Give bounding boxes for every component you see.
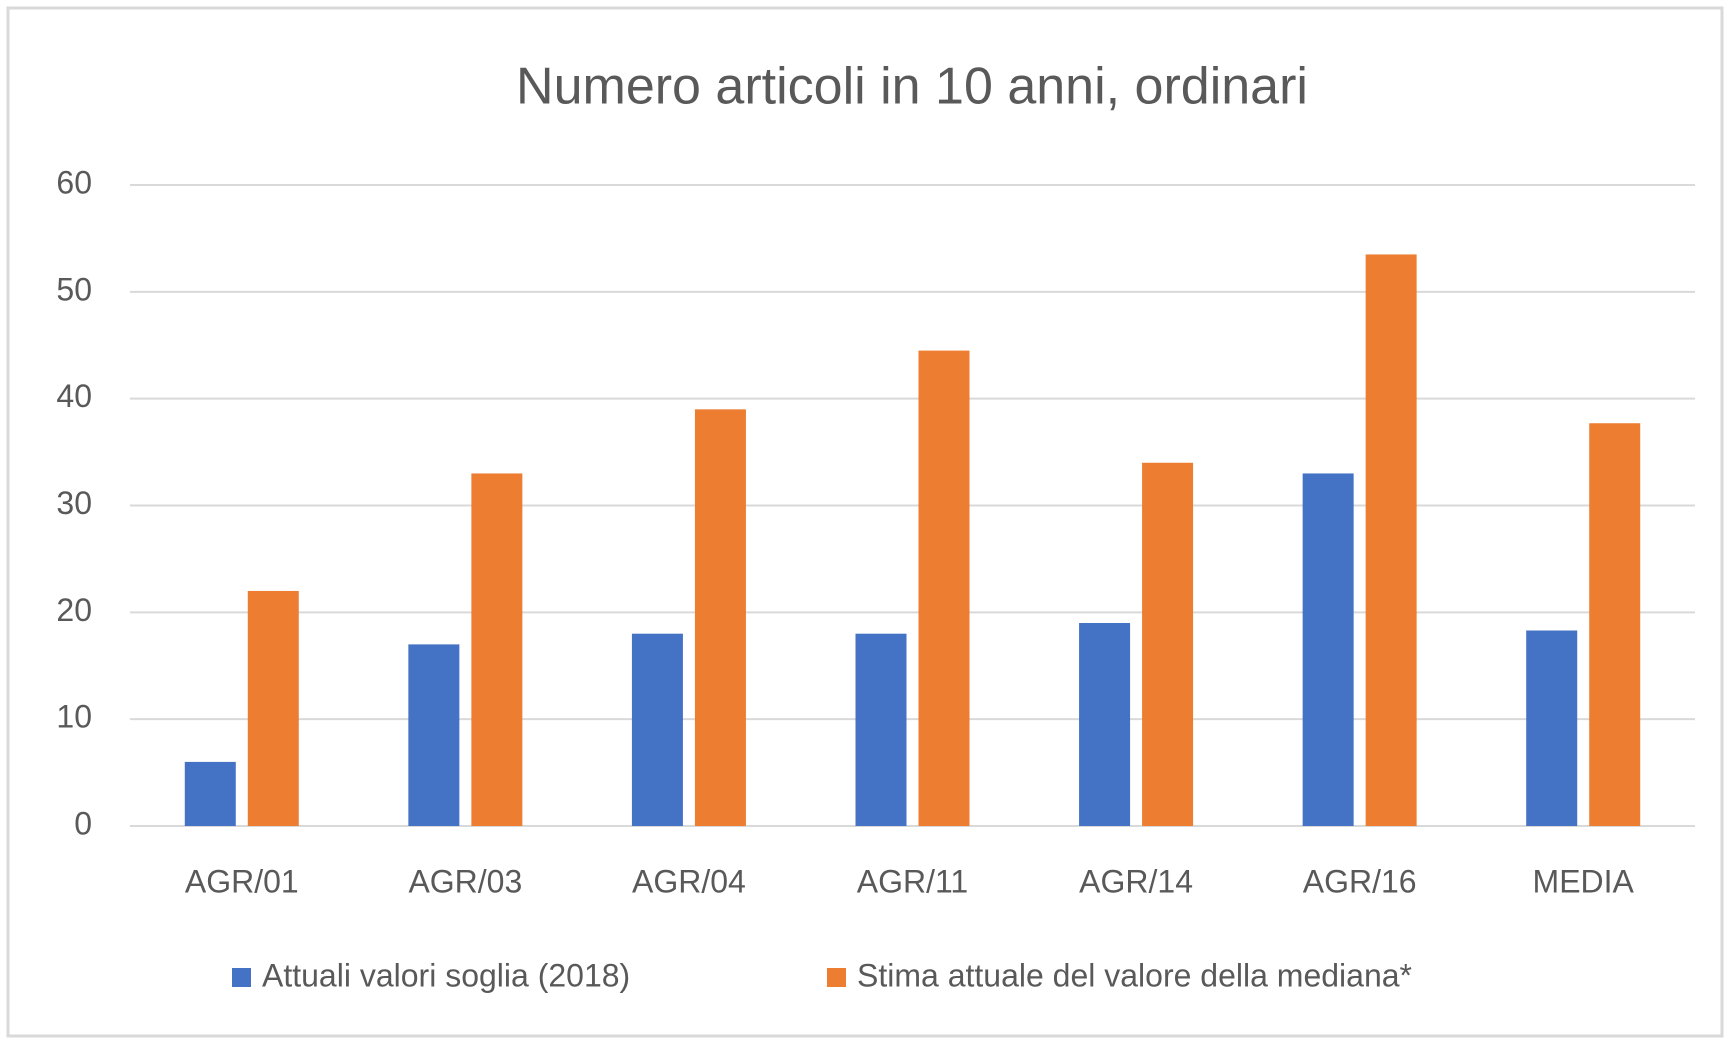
legend-label: Stima attuale del valore della mediana* — [857, 957, 1412, 993]
y-tick-label: 50 — [56, 271, 92, 307]
x-tick-label: AGR/03 — [408, 863, 522, 899]
x-tick-label: AGR/04 — [632, 863, 746, 899]
bar — [1365, 254, 1417, 827]
legend-label: Attuali valori soglia (2018) — [262, 957, 630, 993]
bar — [631, 633, 683, 826]
chart-title: Numero articoli in 10 anni, ordinari — [516, 58, 1308, 116]
bar — [1526, 630, 1578, 826]
bar — [247, 590, 299, 826]
legend-swatch — [827, 968, 846, 987]
y-tick-label: 10 — [56, 699, 92, 735]
bar — [184, 761, 236, 826]
bar — [855, 633, 907, 826]
chart-frame — [6, 6, 1724, 1038]
y-tick-label: 60 — [56, 164, 92, 200]
legend-swatch — [232, 968, 251, 987]
bar — [918, 350, 970, 826]
bar — [1079, 623, 1131, 826]
bar — [408, 644, 460, 826]
x-tick-label: AGR/14 — [1079, 863, 1193, 899]
x-tick-label: AGR/11 — [857, 863, 968, 899]
x-tick-label: AGR/16 — [1303, 863, 1417, 899]
bar — [1142, 462, 1194, 826]
bar — [694, 409, 746, 826]
y-tick-label: 40 — [56, 378, 92, 414]
y-tick-label: 20 — [56, 592, 92, 628]
x-tick-label: MEDIA — [1533, 863, 1635, 899]
y-tick-label: 0 — [74, 805, 92, 841]
bar — [471, 473, 523, 826]
x-tick-label: AGR/01 — [185, 863, 299, 899]
bar — [1302, 473, 1354, 826]
bar — [1589, 423, 1641, 826]
y-tick-label: 30 — [56, 485, 92, 521]
